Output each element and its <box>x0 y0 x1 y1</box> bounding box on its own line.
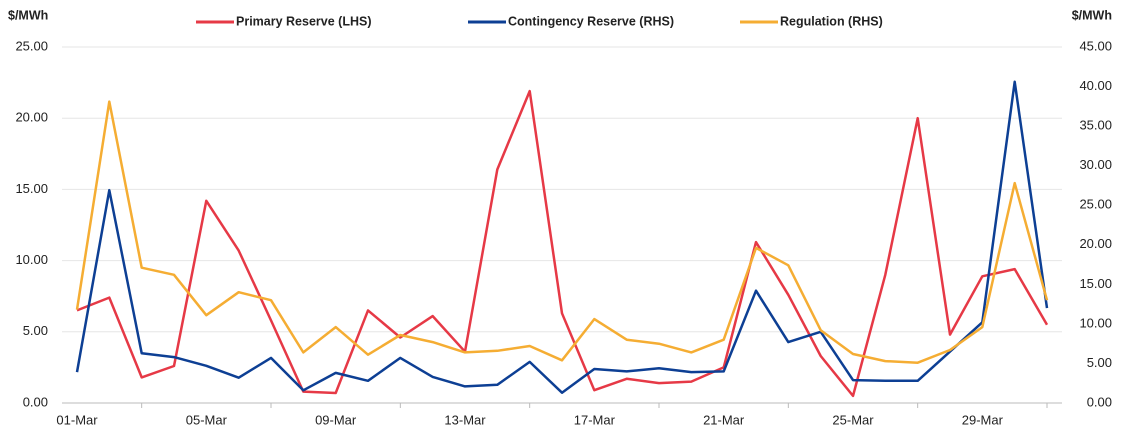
x-tick-label: 05-Mar <box>186 412 228 427</box>
x-tick-label: 17-Mar <box>574 412 616 427</box>
legend-label: Primary Reserve (LHS) <box>236 14 371 28</box>
legend-label: Regulation (RHS) <box>780 14 883 28</box>
y-tick-label: 25.00 <box>15 38 48 53</box>
series-line <box>76 89 1049 398</box>
y2-tick-label: 20.00 <box>1079 236 1112 251</box>
y2-tick-label: 5.00 <box>1087 355 1112 370</box>
y2-tick-label: 40.00 <box>1079 78 1112 93</box>
y2-tick-label: 25.00 <box>1079 197 1112 212</box>
y2-axis-label: $/MWh <box>1072 8 1112 22</box>
y-tick-label: 10.00 <box>15 252 48 267</box>
y-tick-label: 15.00 <box>15 181 48 196</box>
y2-tick-label: 35.00 <box>1079 118 1112 133</box>
x-tick-label: 09-Mar <box>315 412 357 427</box>
series-line <box>75 80 1049 394</box>
legend-label: Contingency Reserve (RHS) <box>508 14 674 28</box>
x-tick-label: 29-Mar <box>962 412 1004 427</box>
x-tick-label: 01-Mar <box>56 412 98 427</box>
x-tick-label: 13-Mar <box>444 412 486 427</box>
y-tick-label: 5.00 <box>23 323 48 338</box>
y-tick-label: 0.00 <box>23 394 48 409</box>
series-line <box>75 100 1049 364</box>
y2-tick-label: 10.00 <box>1079 315 1112 330</box>
y2-tick-label: 15.00 <box>1079 276 1112 291</box>
y2-tick-label: 30.00 <box>1079 157 1112 172</box>
y-tick-label: 20.00 <box>15 110 48 125</box>
y-axis-label: $/MWh <box>8 8 48 22</box>
y2-tick-label: 45.00 <box>1079 38 1112 53</box>
x-tick-label: 25-Mar <box>832 412 874 427</box>
x-tick-label: 21-Mar <box>703 412 745 427</box>
y2-tick-label: 0.00 <box>1087 394 1112 409</box>
